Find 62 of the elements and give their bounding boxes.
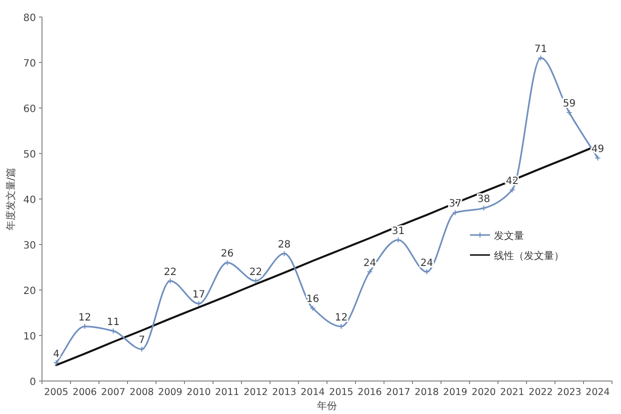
point bbox=[138, 346, 145, 352]
x-tick-label: 2015 bbox=[329, 387, 354, 398]
y-tick-label: 20 bbox=[23, 286, 36, 297]
x-tick-label: 2006 bbox=[72, 387, 97, 398]
x-tick-label: 2007 bbox=[101, 387, 126, 398]
x-tick-label: 2017 bbox=[386, 387, 410, 398]
x-tick-label: 2024 bbox=[586, 387, 610, 398]
x-tick-label: 2016 bbox=[358, 387, 382, 398]
y-tick-label: 60 bbox=[23, 104, 36, 115]
x-tick-label: 2022 bbox=[528, 387, 553, 398]
data-label: 38 bbox=[477, 194, 490, 206]
data-label: 71 bbox=[534, 44, 548, 55]
point bbox=[281, 250, 288, 257]
x-tick-label: 2010 bbox=[186, 387, 211, 398]
point bbox=[366, 268, 373, 275]
data-label: 12 bbox=[334, 312, 348, 324]
x-tick-label: 2018 bbox=[414, 387, 439, 398]
point bbox=[252, 278, 259, 284]
data-label: 11 bbox=[106, 316, 120, 328]
x-tick-label: 2020 bbox=[472, 387, 496, 398]
legend-label: 线性（发文量） bbox=[494, 250, 564, 262]
x-tick-label: 2005 bbox=[44, 387, 68, 398]
data-label: 22 bbox=[164, 266, 177, 278]
point bbox=[452, 210, 458, 216]
point bbox=[424, 268, 430, 275]
y-tick-label: 50 bbox=[23, 150, 36, 160]
point bbox=[196, 300, 202, 307]
point bbox=[224, 260, 230, 266]
data-label: 28 bbox=[278, 240, 291, 251]
data-label: 31 bbox=[392, 226, 405, 237]
y-tick-label: 80 bbox=[23, 13, 36, 24]
data-label: 12 bbox=[78, 312, 92, 324]
y-tick-label: 10 bbox=[23, 332, 36, 342]
legend-label: 发文量 bbox=[494, 230, 524, 242]
point bbox=[509, 186, 516, 193]
x-tick-label: 2011 bbox=[215, 387, 240, 398]
data-label: 4 bbox=[53, 348, 60, 360]
x-tick-label: 2013 bbox=[272, 387, 296, 398]
data-label: 17 bbox=[192, 290, 206, 301]
data-label: 26 bbox=[220, 248, 234, 260]
point bbox=[167, 278, 174, 284]
data-label: 24 bbox=[420, 258, 434, 269]
point bbox=[310, 305, 316, 312]
y-tick-label: 0 bbox=[30, 377, 36, 388]
x-tick-label: 2012 bbox=[244, 387, 268, 398]
y-tick-label: 70 bbox=[23, 58, 36, 70]
point bbox=[480, 205, 487, 212]
data-label: 16 bbox=[306, 294, 320, 306]
x-tick-label: 2014 bbox=[300, 387, 325, 398]
x-axis-title: 年份 bbox=[317, 400, 337, 412]
x-tick-label: 2008 bbox=[130, 387, 154, 398]
x-tick-label: 2019 bbox=[443, 387, 468, 398]
point bbox=[82, 323, 88, 330]
y-tick-label: 30 bbox=[23, 240, 36, 252]
x-tick-label: 2021 bbox=[500, 387, 524, 398]
data-label: 22 bbox=[249, 266, 262, 278]
y-axis-title: 年度发文量/篇 bbox=[5, 167, 17, 231]
x-tick-label: 2023 bbox=[557, 387, 582, 398]
data-label: 7 bbox=[138, 335, 145, 346]
y-tick-label: 40 bbox=[23, 195, 36, 206]
data-label: 24 bbox=[363, 258, 376, 269]
x-tick-label: 2009 bbox=[158, 387, 182, 398]
